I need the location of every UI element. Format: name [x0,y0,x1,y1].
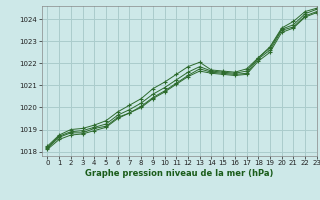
X-axis label: Graphe pression niveau de la mer (hPa): Graphe pression niveau de la mer (hPa) [85,169,273,178]
